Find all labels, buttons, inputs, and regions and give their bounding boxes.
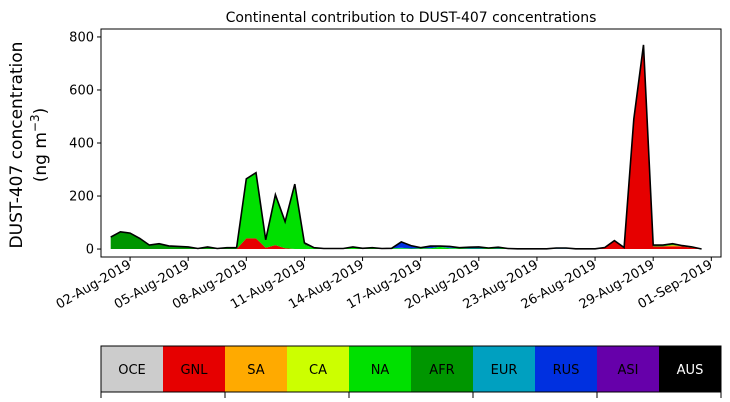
- y-tick-label: 0: [86, 243, 94, 258]
- legend-swatch-asi: [597, 346, 659, 392]
- legend-swatch-oce: [101, 346, 163, 392]
- legend-label: AFR: [429, 363, 454, 378]
- legend-swatch-eur: [473, 346, 535, 392]
- legend-label: OCE: [118, 363, 146, 378]
- legend-swatch-afr: [411, 346, 473, 392]
- legend-swatch-ca: [287, 346, 349, 392]
- legend-label: ASI: [618, 363, 639, 378]
- total-outline: [110, 44, 702, 250]
- area-sa: [110, 47, 702, 249]
- y-axis: 0 200 400 600 800: [69, 30, 101, 258]
- y-axis-label-unit-prefix: (ng m: [31, 132, 51, 182]
- y-axis-label: DUST-407 concentration (ng m−3): [7, 42, 51, 249]
- legend-swatch-aus: [659, 346, 721, 392]
- y-tick-label: 600: [69, 83, 94, 98]
- y-axis-label-unit-suffix: ): [31, 108, 51, 115]
- stacked-area-layers: [110, 44, 702, 250]
- y-tick-label: 400: [69, 137, 94, 152]
- legend-label: RUS: [553, 363, 580, 378]
- legend-swatch-gnl: [163, 346, 225, 392]
- legend-label: CA: [309, 363, 327, 378]
- legend-swatch-na: [349, 346, 411, 392]
- y-axis-label-line1: DUST-407 concentration: [7, 42, 27, 249]
- area-gnl: [110, 47, 702, 249]
- x-axis: 02-Aug-201905-Aug-201908-Aug-201911-Aug-…: [54, 257, 715, 313]
- legend-label: SA: [247, 363, 264, 378]
- y-axis-label-unit-exponent: −3: [28, 114, 42, 132]
- area-rus: [110, 44, 702, 250]
- legend-swatch-sa: [225, 346, 287, 392]
- legend-label: GNL: [180, 363, 208, 378]
- legend-frame: [100, 345, 722, 393]
- legend-colorbar: OCE GNL SA CA NA AFR EUR RUS ASI AUS: [100, 345, 722, 398]
- area-asi: [110, 44, 702, 250]
- legend-label: EUR: [491, 363, 518, 378]
- legend-label: AUS: [677, 363, 704, 378]
- y-tick-label: 200: [69, 190, 94, 205]
- legend-label: NA: [371, 363, 390, 378]
- legend-swatch-rus: [535, 346, 597, 392]
- area-afr: [110, 44, 702, 250]
- chart-title: Continental contribution to DUST-407 con…: [226, 10, 597, 26]
- area-eur: [110, 44, 702, 250]
- y-tick-label: 800: [69, 30, 94, 45]
- area-na: [110, 44, 702, 250]
- y-axis-label-line2: (ng m−3): [28, 108, 51, 183]
